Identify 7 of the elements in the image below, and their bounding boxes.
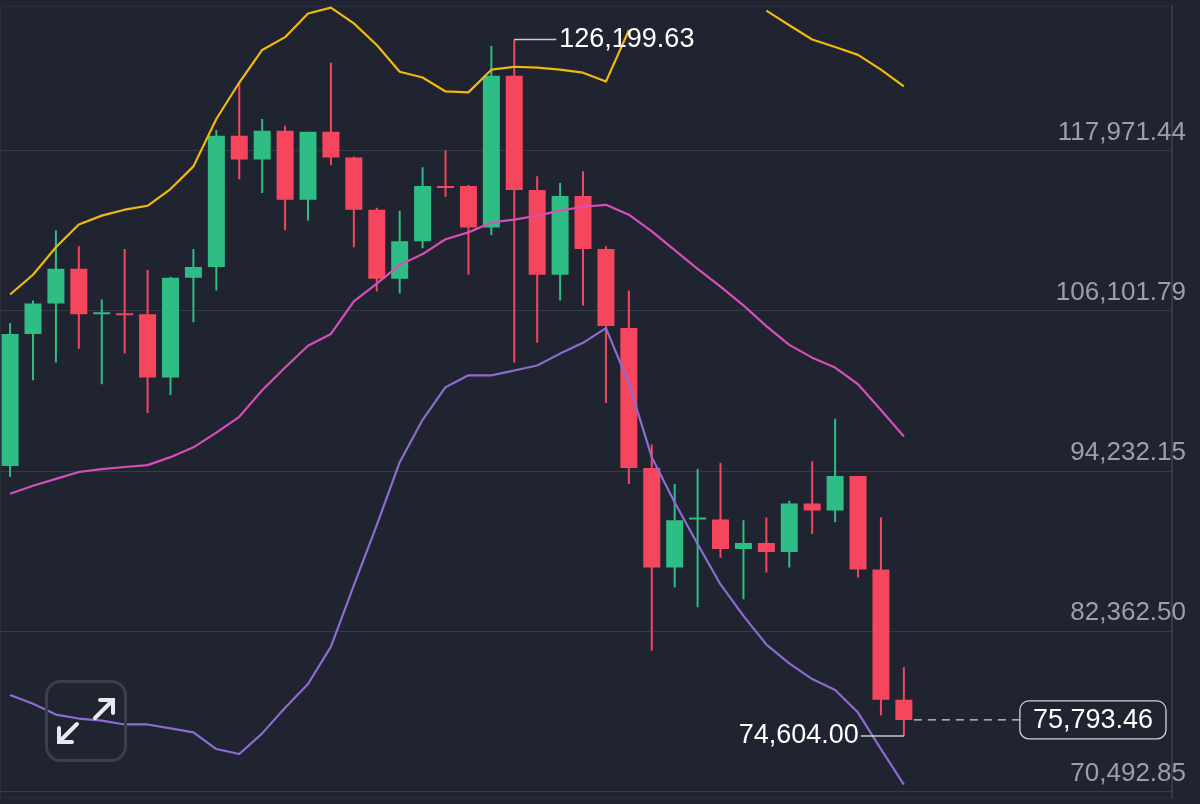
y-tick-label: 106,101.79	[1055, 275, 1186, 306]
y-tick-label: 70,492.85	[1070, 756, 1186, 787]
annotation: 74,604.00	[738, 719, 859, 750]
y-tick-label: 82,362.50	[1070, 596, 1186, 627]
y-tick-label: 117,971.44	[1057, 115, 1186, 146]
ref-line-label: 75,793.46	[1032, 704, 1153, 735]
y-tick-label: 94,232.15	[1070, 436, 1186, 467]
